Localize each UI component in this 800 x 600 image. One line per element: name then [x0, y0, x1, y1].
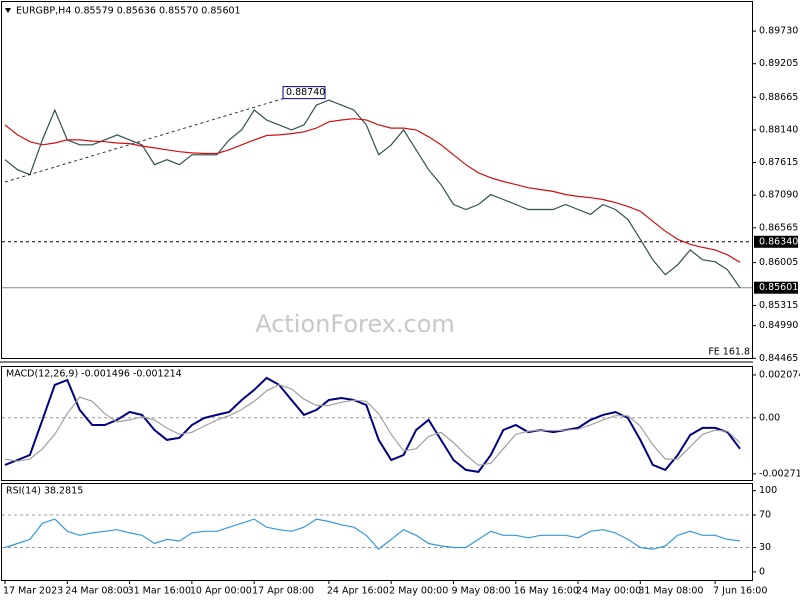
y-tick-label: 0.86565 [759, 222, 798, 233]
x-tick-label: 10 Apr 00:00 [190, 586, 252, 597]
x-tick-label: 9 May 08:00 [451, 586, 510, 597]
y-tick-label: 0.87615 [759, 157, 798, 168]
y-tick-label: 30 [759, 542, 771, 553]
y-tick-label: 0.88140 [759, 124, 798, 135]
y-tick-label: 70 [759, 510, 771, 521]
x-tick-label: 16 May 16:00 [514, 586, 579, 597]
series-line [4, 384, 741, 466]
x-tick-label: 17 Mar 2023 [3, 586, 63, 597]
y-tick-label: 0.86005 [759, 257, 798, 268]
x-tick-label: 24 Mar 08:00 [65, 586, 128, 597]
price-label: 0.86340 [759, 236, 798, 247]
y-tick-label: 0.87090 [759, 190, 798, 201]
rsi-panel-border [1, 483, 753, 581]
panel-title: RSI(14) 38.2815 [6, 486, 83, 497]
price-panel-border [1, 1, 753, 359]
price-label-box [754, 281, 798, 294]
x-tick-label: 7 Jun 16:00 [713, 586, 767, 597]
x-tick-label: 31 May 08:00 [638, 586, 703, 597]
series-line [4, 99, 741, 289]
trend-label-box [282, 86, 326, 100]
series-line [4, 376, 741, 473]
header-arrow [5, 8, 11, 13]
y-tick-label: 0.00 [759, 412, 780, 423]
price-label-box [754, 235, 798, 248]
y-tick-label: 0.89205 [759, 58, 798, 69]
series-line [4, 518, 741, 550]
watermark: ActionForex.com [255, 310, 455, 338]
x-tick-label: 2 May 00:00 [389, 586, 448, 597]
y-tick-label: 100 [759, 485, 777, 496]
series-line [4, 118, 741, 263]
panel-title: EURGBP,H4 0.85579 0.85636 0.85570 0.8560… [16, 6, 241, 17]
y-tick-label: 0.88665 [759, 92, 798, 103]
y-tick-label: 0 [759, 566, 765, 577]
panel-title: MACD(12,26,9) -0.001496 -0.001214 [6, 369, 182, 380]
y-tick-label: 0.85315 [759, 300, 798, 311]
price-label: 0.85601 [759, 282, 798, 293]
trend-label: 0.88740 [286, 87, 325, 98]
y-tick-label: -0.002716 [759, 468, 800, 479]
y-tick-label: 0.89730 [759, 26, 798, 37]
trendline [4, 98, 284, 183]
y-tick-label: 0.84990 [759, 320, 798, 331]
macd-panel-border [1, 366, 753, 481]
x-tick-label: 24 May 00:00 [576, 586, 641, 597]
y-tick-label: 0.002074 [759, 369, 800, 380]
x-tick-label: 17 Apr 08:00 [252, 586, 314, 597]
y-tick-label: 0.84465 [759, 353, 798, 364]
x-tick-label: 31 Mar 16:00 [128, 586, 191, 597]
fe-annotation: FE 161.8 [708, 347, 750, 358]
x-tick-label: 24 Apr 16:00 [327, 586, 389, 597]
